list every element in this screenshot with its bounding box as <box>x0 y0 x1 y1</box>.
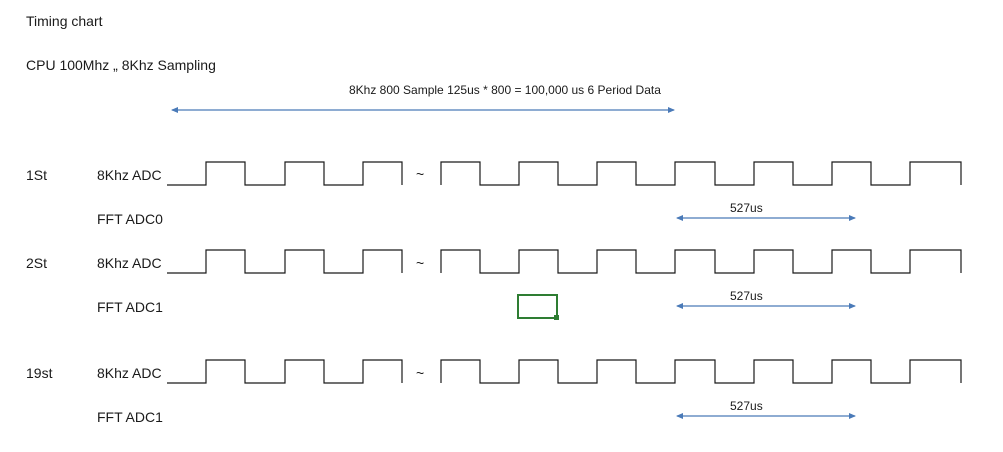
duration-label: 527us <box>730 289 763 303</box>
row-index-label: 19st <box>26 365 53 381</box>
span-label: 8Khz 800 Sample 125us * 800 = 100,000 us… <box>349 83 661 97</box>
adc-waveform-segment <box>167 161 403 186</box>
fft-label: FFT ADC0 <box>97 211 163 227</box>
cell-fill-handle[interactable] <box>554 315 559 320</box>
row-index-label: 1St <box>26 167 48 183</box>
adc-waveform-segment <box>167 249 403 274</box>
adc-waveform-segment <box>440 161 962 186</box>
chart-title: Timing chart <box>26 13 103 29</box>
selected-cell[interactable] <box>517 294 558 319</box>
duration-label: 527us <box>730 399 763 413</box>
signal-label: 8Khz ADC <box>97 255 162 271</box>
break-symbol: ~ <box>416 166 425 182</box>
adc-waveform-segment <box>167 359 403 384</box>
signal-label: 8Khz ADC <box>97 167 162 183</box>
row-index-label: 2St <box>26 255 48 271</box>
adc-waveform-segment <box>440 249 962 274</box>
cpu-sampling-label: CPU 100Mhz „ 8Khz Sampling <box>26 57 216 73</box>
break-symbol: ~ <box>416 255 425 271</box>
fft-label: FFT ADC1 <box>97 409 163 425</box>
break-symbol: ~ <box>416 365 425 381</box>
duration-label: 527us <box>730 201 763 215</box>
fft-label: FFT ADC1 <box>97 299 163 315</box>
adc-waveform-segment <box>440 359 962 384</box>
signal-label: 8Khz ADC <box>97 365 162 381</box>
